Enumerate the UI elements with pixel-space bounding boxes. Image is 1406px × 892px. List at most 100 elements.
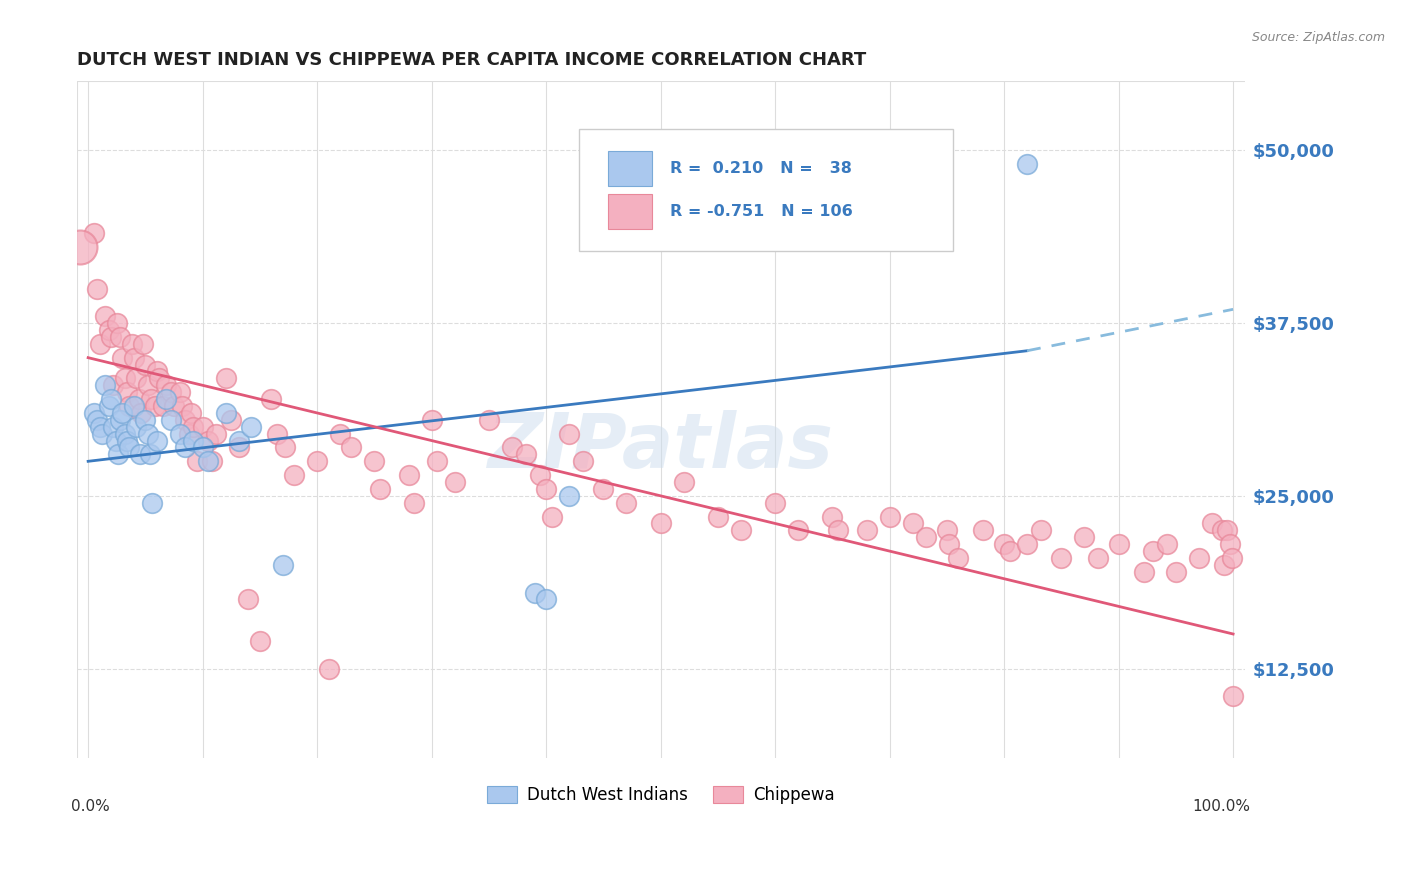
FancyBboxPatch shape bbox=[607, 151, 652, 186]
Point bbox=[307, 454, 329, 468]
Point bbox=[993, 537, 1015, 551]
Point bbox=[108, 413, 131, 427]
Point bbox=[558, 489, 581, 503]
Point bbox=[134, 358, 156, 372]
Point bbox=[115, 385, 138, 400]
Point bbox=[174, 413, 197, 427]
Point bbox=[420, 413, 443, 427]
Point bbox=[827, 524, 849, 538]
Point bbox=[571, 454, 593, 468]
Point bbox=[139, 447, 162, 461]
Point bbox=[1220, 551, 1243, 566]
Point bbox=[763, 496, 786, 510]
Point bbox=[118, 399, 141, 413]
Point bbox=[191, 441, 214, 455]
Point bbox=[104, 434, 127, 448]
Point bbox=[1211, 524, 1233, 538]
Point bbox=[249, 634, 271, 648]
Point bbox=[1015, 537, 1038, 551]
FancyBboxPatch shape bbox=[607, 194, 652, 229]
Point bbox=[146, 434, 169, 448]
Point bbox=[318, 661, 340, 675]
Point bbox=[1050, 551, 1073, 566]
Point bbox=[125, 419, 148, 434]
Point bbox=[174, 441, 197, 455]
Point bbox=[340, 441, 363, 455]
Point bbox=[201, 454, 224, 468]
Point bbox=[271, 558, 294, 572]
Point bbox=[122, 399, 145, 413]
Point bbox=[97, 399, 120, 413]
Point bbox=[1133, 565, 1156, 579]
Point bbox=[935, 524, 957, 538]
Point bbox=[169, 426, 191, 441]
Text: R = -0.751   N = 106: R = -0.751 N = 106 bbox=[671, 204, 852, 219]
Point bbox=[89, 336, 111, 351]
Point bbox=[136, 426, 159, 441]
Point bbox=[163, 399, 186, 413]
Point bbox=[558, 426, 581, 441]
Point bbox=[186, 454, 208, 468]
Point bbox=[205, 426, 228, 441]
Point bbox=[672, 475, 695, 489]
Point bbox=[214, 371, 236, 385]
Point bbox=[197, 454, 219, 468]
Point bbox=[1164, 565, 1187, 579]
Point bbox=[1108, 537, 1130, 551]
Point bbox=[148, 371, 170, 385]
Point bbox=[1029, 524, 1052, 538]
Point bbox=[1142, 544, 1164, 558]
Point bbox=[83, 406, 105, 420]
Point bbox=[650, 516, 672, 531]
Point bbox=[238, 592, 260, 607]
Point bbox=[879, 509, 901, 524]
Point bbox=[1201, 516, 1223, 531]
Point bbox=[122, 351, 145, 365]
Text: ZIPatlas: ZIPatlas bbox=[488, 410, 834, 484]
Point bbox=[1213, 558, 1236, 572]
Point bbox=[283, 468, 305, 483]
Point bbox=[1087, 551, 1109, 566]
Point bbox=[128, 447, 150, 461]
Point bbox=[139, 392, 162, 406]
Point bbox=[540, 509, 562, 524]
Point bbox=[515, 447, 537, 461]
Point bbox=[948, 551, 970, 566]
Point bbox=[443, 475, 465, 489]
Point bbox=[129, 406, 152, 420]
Point bbox=[159, 413, 181, 427]
Point bbox=[614, 496, 637, 510]
Point bbox=[107, 447, 129, 461]
Point bbox=[103, 378, 125, 392]
Point bbox=[973, 524, 995, 538]
Point bbox=[169, 385, 191, 400]
Point bbox=[534, 592, 557, 607]
Point bbox=[115, 434, 138, 448]
Point bbox=[177, 426, 200, 441]
Point bbox=[170, 399, 193, 413]
Point bbox=[155, 378, 177, 392]
Point bbox=[915, 530, 938, 544]
Point bbox=[83, 227, 105, 241]
Point bbox=[97, 323, 120, 337]
Point bbox=[121, 336, 143, 351]
Point bbox=[534, 482, 557, 496]
Point bbox=[821, 509, 844, 524]
Point bbox=[501, 441, 523, 455]
Point bbox=[100, 392, 122, 406]
Point bbox=[103, 419, 125, 434]
Point bbox=[155, 392, 177, 406]
Point bbox=[938, 537, 960, 551]
Point bbox=[214, 406, 236, 420]
Point bbox=[478, 413, 501, 427]
Point bbox=[855, 524, 877, 538]
Point bbox=[1216, 524, 1239, 538]
Point bbox=[1015, 157, 1038, 171]
Point bbox=[183, 419, 205, 434]
Point bbox=[159, 385, 181, 400]
Point bbox=[105, 316, 128, 330]
Point bbox=[118, 441, 141, 455]
Point bbox=[86, 413, 108, 427]
Point bbox=[132, 336, 155, 351]
Point bbox=[114, 371, 136, 385]
